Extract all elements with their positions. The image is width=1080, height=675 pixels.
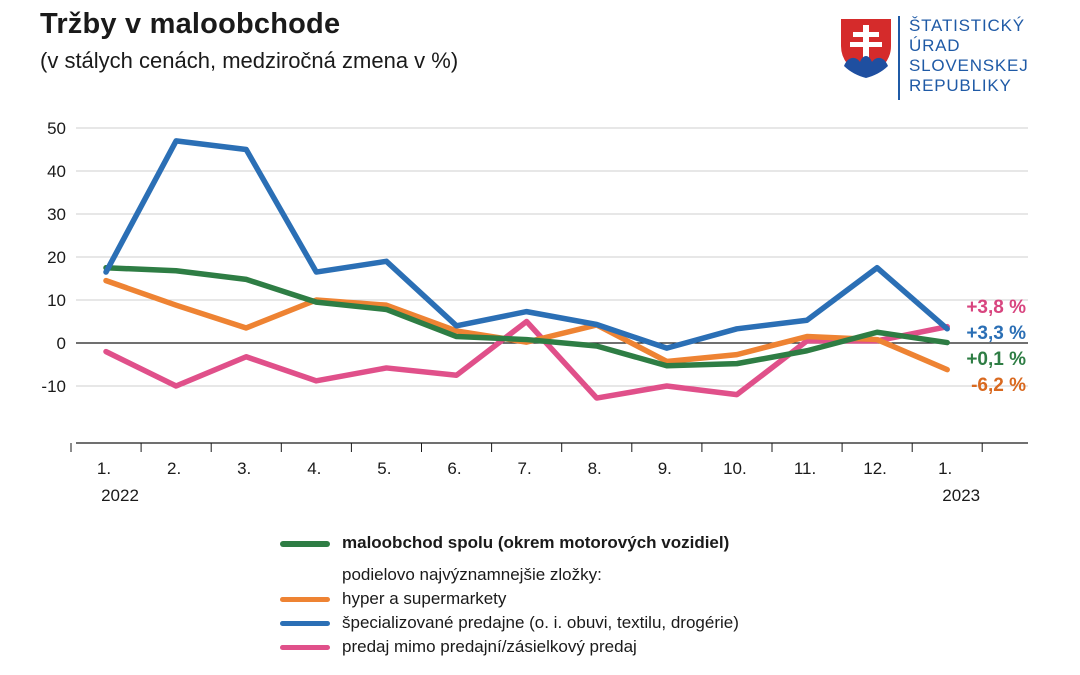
series-end-label: +0,1 % [966,349,1026,370]
x-tick-label: 10. [723,459,747,478]
legend-label-mail-order: predaj mimo predajní/zásielkový predaj [342,637,637,656]
legend-swatch-hyper [280,597,330,602]
logo-line: ŠTATISTICKÝ [909,16,1025,35]
series-line-0 [103,318,950,401]
x-tick-label: 5. [377,459,391,478]
legend-swatch-total [280,541,330,547]
x-tick-label: 11. [794,459,816,478]
series-line-3 [103,138,950,351]
logo-divider [898,16,900,100]
logo-line: SLOVENSKEJ [909,56,1029,75]
slovak-coat-of-arms-icon [839,17,893,80]
y-tick-label: 30 [47,205,66,224]
x-year-label: 2022 [101,486,139,505]
legend-label-total: maloobchod spolu (okrem motorových vozid… [342,533,730,552]
x-tick-label: 1. [97,459,111,478]
logo-text: ŠTATISTICKÝ ÚRAD SLOVENSKEJ REPUBLIKY [909,16,1029,96]
logo-line: REPUBLIKY [909,76,1012,95]
x-tick-label: 4. [307,459,321,478]
x-tick-label: 9. [658,459,672,478]
x-tick-label: 7. [518,459,532,478]
legend-components-note: podielovo najvýznamnejšie zložky: [342,565,602,584]
y-tick-label: 10 [47,291,66,310]
x-year-label: 2023 [942,486,980,505]
x-tick-label: 2. [167,459,181,478]
series-end-label: +3,8 % [966,297,1026,318]
statistical-office-logo: ŠTATISTICKÝ ÚRAD SLOVENSKEJ REPUBLIKY [836,16,1046,102]
series-end-label: +3,3 % [966,323,1026,344]
y-tick-label: 0 [57,334,66,353]
chart-title: Tržby v maloobchode [40,8,341,40]
y-tick-label: 40 [47,162,66,181]
x-tick-label: 1. [938,459,952,478]
legend-swatch-specialized [280,621,330,626]
series-end-label: -6,2 % [971,375,1026,396]
x-tick-label: 12. [863,459,887,478]
x-tick-label: 6. [447,459,461,478]
chart-subtitle: (v stálych cenách, medziročná zmena v %) [40,48,459,73]
y-tick-label: 20 [47,248,66,267]
x-tick-label: 3. [237,459,251,478]
series-line-2 [103,265,950,369]
line-chart: 50 40 30 20 10 0 -10 1. 2. 3. 4. 5. 6. 7. 8. 9. 10. 11. 12… [41,119,1028,505]
y-tick-label: -10 [41,377,66,396]
logo-line: ÚRAD [909,36,961,55]
legend-label-hyper: hyper a supermarkety [342,589,507,608]
y-tick-label: 50 [47,119,66,138]
legend-label-specialized: špecializované predajne (o. i. obuvi, te… [342,613,739,632]
x-tick-label: 8. [588,459,602,478]
legend-swatch-mail-order [280,645,330,650]
